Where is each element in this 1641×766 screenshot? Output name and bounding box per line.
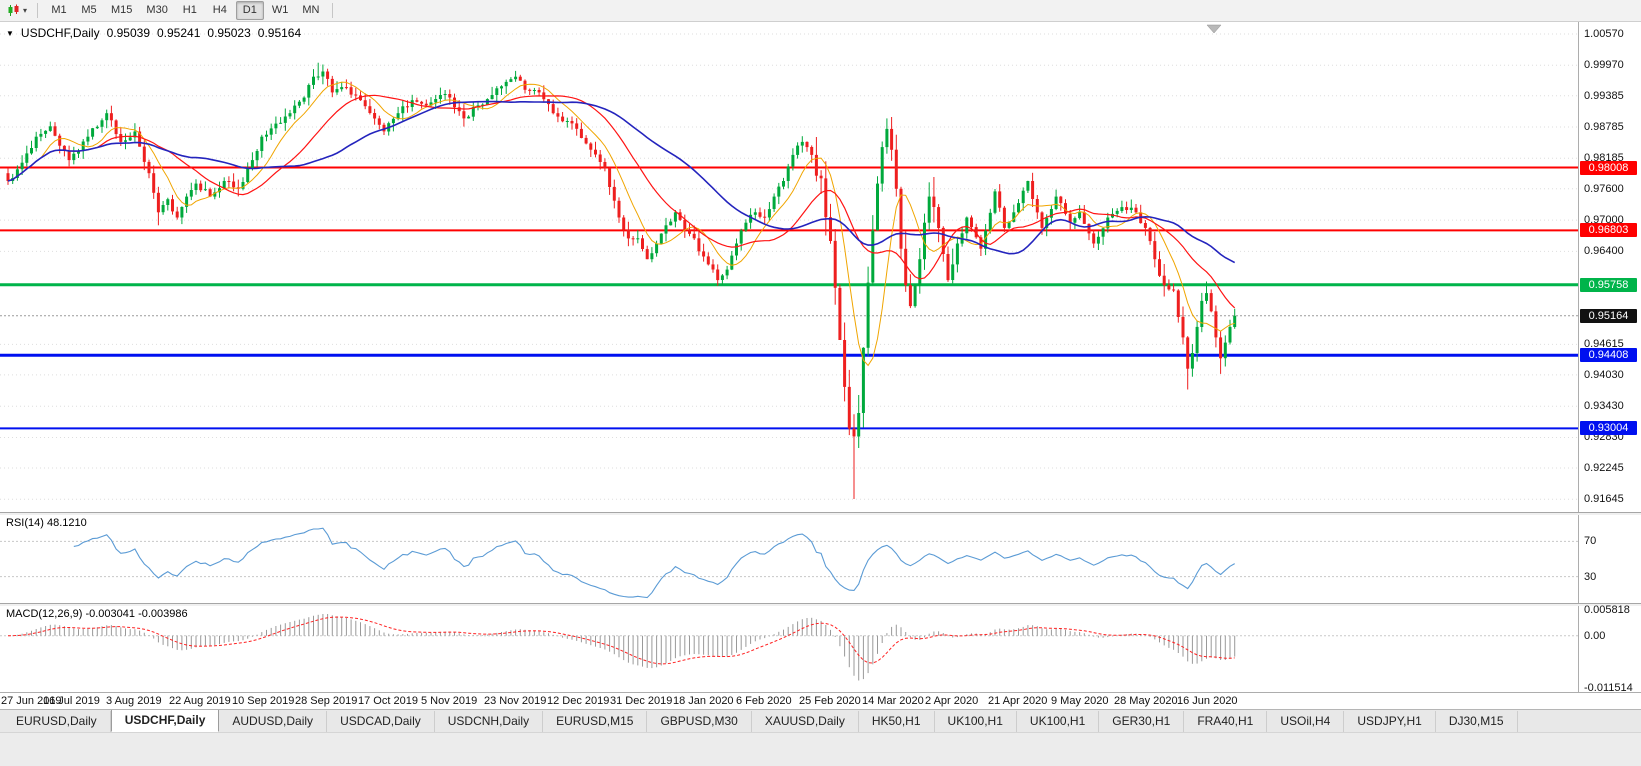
date-axis-label: 16 Jul 2019 [43, 695, 100, 707]
hline-price-label: 0.94408 [1580, 348, 1637, 362]
chart-menu-icon[interactable]: ▼ [6, 28, 14, 38]
date-axis-label: 10 Sep 2019 [232, 695, 295, 707]
timeframe-button-m1[interactable]: M1 [51, 4, 67, 16]
date-axis-label: 27 Jun 2019 [1, 695, 62, 707]
timeframe-button-w1[interactable]: W1 [271, 4, 289, 16]
toolbar-separator [37, 3, 39, 18]
date-axis-label: 5 Nov 2019 [421, 695, 478, 707]
chart-tab-eurusd-m15[interactable]: EURUSD,M15 [543, 711, 648, 732]
date-axis-label: 12 Dec 2019 [547, 695, 610, 707]
date-axis-label: 2 Apr 2020 [925, 695, 979, 707]
date-axis-label: 23 Nov 2019 [484, 695, 547, 707]
date-axis-label: 18 Jan 2020 [673, 695, 734, 707]
price-axis-label: 0.97600 [1584, 183, 1624, 195]
timeframe-button-h4[interactable]: H4 [212, 4, 227, 16]
date-axis-label: 21 Apr 2020 [988, 695, 1048, 707]
rsi-level-label: 70 [1584, 535, 1597, 547]
chart-tab-usoil-h4[interactable]: USOil,H4 [1267, 711, 1345, 732]
chart-tab-uk100-h1[interactable]: UK100,H1 [1017, 711, 1100, 732]
timeframe-toolbar: ▾ M1 M5 M15 M30 H1 H4 D1 W1 MN [0, 0, 1641, 22]
ohlc-open-value: 0.95039 [106, 26, 150, 40]
date-axis-label: 3 Aug 2019 [106, 695, 162, 707]
price-axis[interactable]: 1.00570 0.99970 0.99385 0.98785 0.98185 0.976… [1578, 22, 1641, 512]
macd-axis-label: 0.00 [1584, 630, 1606, 642]
chart-tab-audusd-daily[interactable]: AUDUSD,Daily [219, 711, 328, 732]
rsi-label: RSI(14) 48.1210 [6, 517, 87, 529]
current-price-label: 0.95164 [1580, 309, 1637, 323]
rsi-panel: RSI(14) 48.1210 70 30 [0, 515, 1641, 603]
price-axis-label: 0.99385 [1584, 90, 1624, 102]
price-axis-label: 0.94030 [1584, 369, 1624, 381]
price-axis-label: 0.94615 [1584, 338, 1624, 350]
timeframe-button-mn[interactable]: MN [302, 4, 320, 16]
timeframe-button-m15[interactable]: M15 [111, 4, 133, 16]
chart-tabs-bar: EURUSD,Daily USDCHF,Daily AUDUSD,Daily USDC… [0, 709, 1641, 732]
chart-tab-uk100-h1[interactable]: UK100,H1 [935, 711, 1017, 732]
toolbar-separator [332, 3, 334, 18]
date-axis-label: 22 Aug 2019 [169, 695, 231, 707]
timeframe-button-m5[interactable]: M5 [81, 4, 97, 16]
status-strip [0, 732, 1641, 766]
chart-tab-eurusd-daily[interactable]: EURUSD,Daily [3, 711, 111, 732]
chart-tab-gbpusd-m30[interactable]: GBPUSD,M30 [647, 711, 752, 732]
rsi-plot[interactable] [0, 515, 1578, 603]
chart-type-caret-icon[interactable]: ▾ [23, 6, 28, 15]
ohlc-high-value: 0.95241 [157, 26, 201, 40]
panel-separator[interactable] [0, 512, 1641, 515]
chart-tab-usdchf-daily[interactable]: USDCHF,Daily [110, 710, 220, 732]
macd-axis-label: -0.011514 [1584, 682, 1633, 694]
hline-price-label: 0.98008 [1580, 161, 1637, 175]
main-chart-panel: ▼ USDCHF,Daily 0.95039 0.95241 0.95023 0… [0, 22, 1641, 512]
date-axis-label: 17 Oct 2019 [358, 695, 418, 707]
ohlc-close-value: 0.95164 [257, 26, 302, 40]
chart-tab-hk50-h1[interactable]: HK50,H1 [859, 711, 935, 732]
chart-tab-usdjpy-h1[interactable]: USDJPY,H1 [1344, 711, 1436, 732]
chart-tab-ger30-h1[interactable]: GER30,H1 [1099, 711, 1185, 732]
chart-tab-fra40-h1[interactable]: FRA40,H1 [1184, 711, 1268, 732]
price-axis-label: 0.96400 [1584, 245, 1624, 257]
macd-label: MACD(12,26,9) -0.003041 -0.003986 [6, 608, 188, 620]
chart-shift-marker-icon [1206, 24, 1222, 34]
timeframe-button-h1[interactable]: H1 [182, 4, 197, 16]
date-axis-label: 31 Dec 2019 [610, 695, 673, 707]
hline-price-label: 0.95758 [1580, 278, 1637, 292]
date-axis-label: 9 May 2020 [1051, 695, 1109, 707]
macd-axis: 0.005818 0.00 -0.011514 [1578, 604, 1641, 694]
ohlc-low-value: 0.95023 [207, 26, 251, 40]
price-axis-label: 0.92245 [1584, 462, 1624, 474]
macd-plot[interactable] [0, 606, 1578, 692]
timeframe-button-d1[interactable]: D1 [235, 1, 264, 20]
price-axis-label: 1.00570 [1584, 28, 1624, 40]
date-axis-label: 25 Feb 2020 [799, 695, 861, 707]
price-axis-label: 0.98785 [1584, 121, 1624, 133]
candlestick-chart-icon[interactable] [7, 4, 20, 17]
candlestick-chart[interactable] [0, 22, 1578, 512]
chart-ohlc-header: ▼ USDCHF,Daily 0.95039 0.95241 0.95023 0… [6, 26, 301, 40]
hline-price-label: 0.96803 [1580, 223, 1637, 237]
rsi-axis: 70 30 [1578, 515, 1641, 603]
timeframe-button-m30[interactable]: M30 [146, 4, 168, 16]
date-axis-label: 28 May 2020 [1114, 695, 1178, 707]
chart-tab-xauusd-daily[interactable]: XAUUSD,Daily [752, 711, 859, 732]
macd-panel: MACD(12,26,9) -0.003041 -0.003986 0.0058… [0, 604, 1641, 694]
date-axis-label: 14 Mar 2020 [862, 695, 924, 707]
date-axis-label: 28 Sep 2019 [295, 695, 358, 707]
hline-price-label: 0.93004 [1580, 421, 1637, 435]
chart-tab-dj30-m15[interactable]: DJ30,M15 [1436, 711, 1518, 732]
price-axis-label: 0.99970 [1584, 59, 1624, 71]
chart-tab-usdcnh-daily[interactable]: USDCNH,Daily [435, 711, 544, 732]
timeframe-buttons: M1 M5 M15 M30 H1 H4 D1 W1 MN [44, 1, 326, 20]
macd-axis-label: 0.005818 [1584, 604, 1630, 616]
date-axis[interactable]: 27 Jun 2019 16 Jul 2019 3 Aug 2019 22 Aug 2… [0, 692, 1641, 709]
date-axis-label: 16 Jun 2020 [1177, 695, 1238, 707]
price-axis-label: 0.91645 [1584, 493, 1624, 505]
price-axis-label: 0.93430 [1584, 400, 1624, 412]
rsi-level-label: 30 [1584, 571, 1597, 583]
date-axis-label: 6 Feb 2020 [736, 695, 792, 707]
chart-tab-usdcad-daily[interactable]: USDCAD,Daily [327, 711, 435, 732]
chart-symbol-label: USDCHF,Daily [20, 26, 100, 40]
panel-separator[interactable] [0, 603, 1641, 606]
